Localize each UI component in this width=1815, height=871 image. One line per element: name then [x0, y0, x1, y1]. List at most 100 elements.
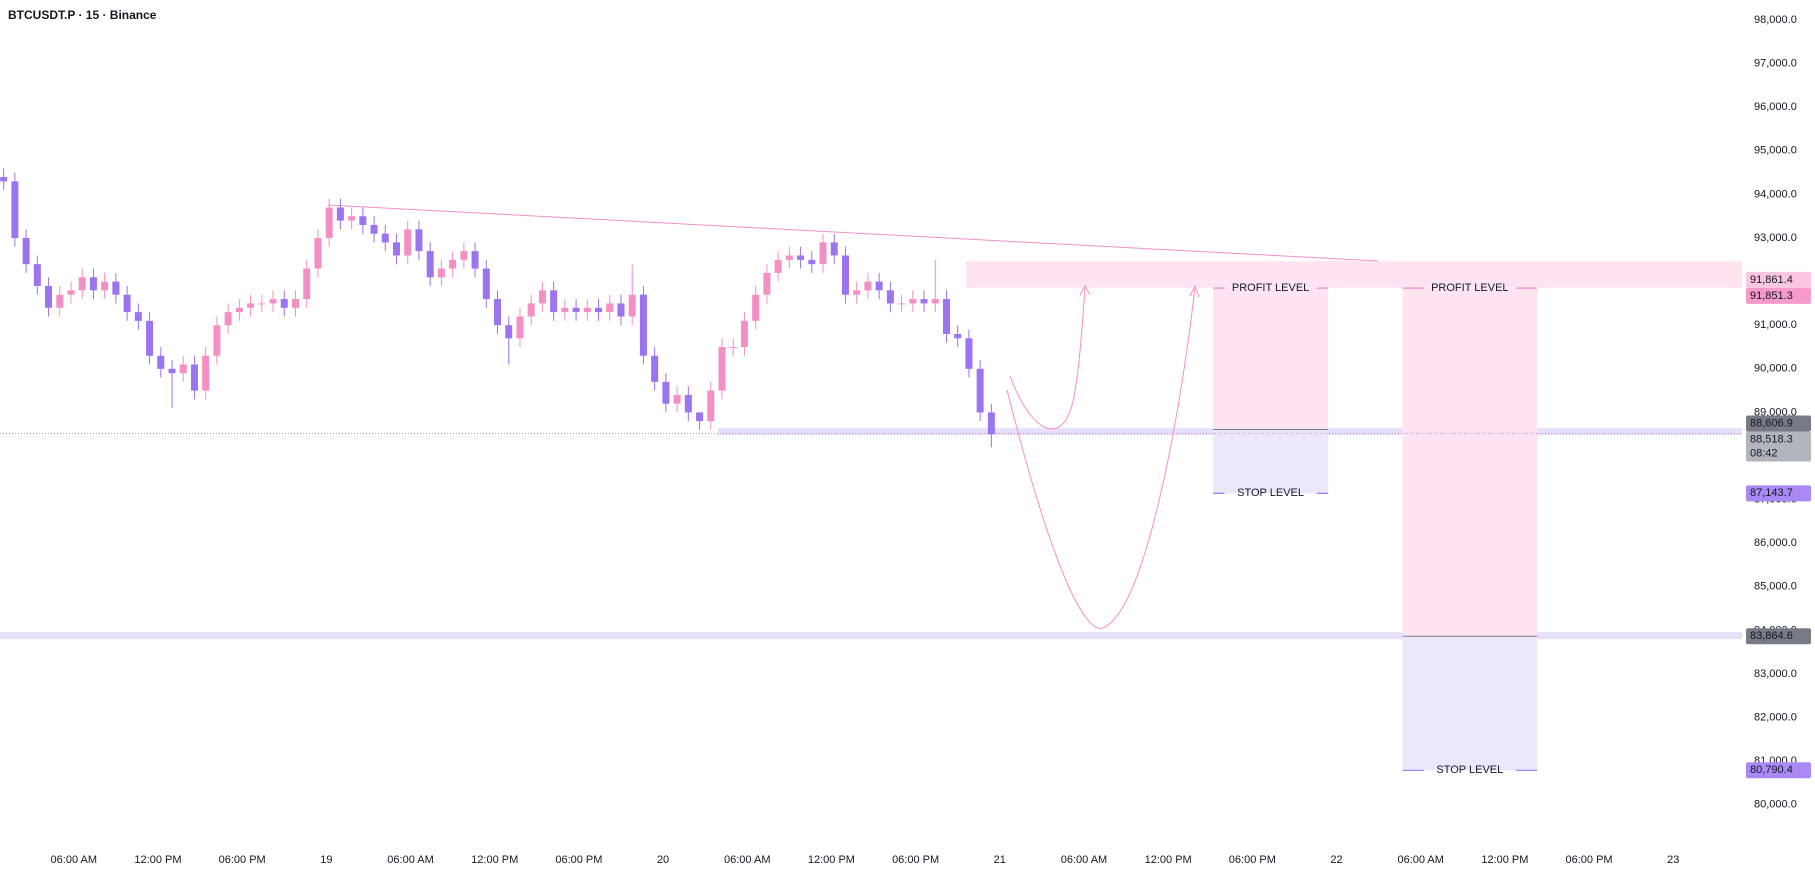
candle-body: [628, 294, 636, 317]
candle-body: [853, 290, 861, 295]
y-tick-label: 85,000.0: [1754, 581, 1797, 593]
x-tick-label: 21: [994, 854, 1006, 866]
drawings-layer: [327, 204, 1379, 629]
candle-body: [954, 333, 962, 339]
candle-body: [797, 255, 805, 260]
y-tick-label: 83,000.0: [1754, 668, 1797, 680]
candle-body: [617, 303, 625, 317]
candle-body: [550, 290, 558, 313]
x-tick-label: 06:00 PM: [1566, 854, 1613, 866]
candle-body: [280, 299, 288, 308]
price-tag: [1746, 485, 1811, 502]
profit-label: PROFIT LEVEL: [1232, 282, 1309, 294]
candle-body: [707, 390, 715, 422]
candle-body: [258, 303, 266, 305]
candle-body: [729, 347, 737, 349]
candle-body: [684, 394, 692, 413]
candle-body: [460, 251, 468, 260]
stop-label: STOP LEVEL: [1436, 764, 1503, 776]
candle-body: [415, 229, 423, 252]
candle-body: [168, 368, 176, 374]
candle-body: [482, 268, 490, 300]
candle-body: [89, 277, 97, 291]
candle-body: [561, 307, 569, 313]
candle-body: [426, 251, 434, 278]
candle-body: [841, 255, 849, 295]
candle-body: [202, 355, 210, 391]
x-tick-label: 12:00 PM: [808, 854, 855, 866]
candle-body: [78, 277, 86, 291]
candle-body: [11, 181, 19, 239]
candle-body: [965, 338, 973, 369]
candle-body: [247, 303, 255, 308]
x-tick-label: 06:00 AM: [51, 854, 97, 866]
price-tag-label: 87,143.7: [1750, 487, 1793, 499]
y-tick-label: 82,000.0: [1754, 711, 1797, 723]
candle-body: [269, 299, 277, 304]
x-tick-label: 06:00 PM: [892, 854, 939, 866]
x-tick-label: 20: [657, 854, 669, 866]
y-tick-label: 91,000.0: [1754, 319, 1797, 331]
candle-body: [224, 312, 232, 326]
profit-label: PROFIT LEVEL: [1431, 282, 1508, 294]
price-tag: [1746, 415, 1811, 432]
x-tick-label: 06:00 AM: [1397, 854, 1443, 866]
projection-curve: [1006, 287, 1196, 629]
price-tag-label: 88,518.3: [1750, 433, 1793, 445]
candle-body: [123, 294, 131, 313]
candle-body: [291, 299, 299, 308]
y-tick-label: 94,000.0: [1754, 188, 1797, 200]
candle-body: [190, 364, 198, 391]
candle-body: [381, 233, 389, 243]
candle-body: [449, 259, 457, 269]
candle-body: [909, 299, 917, 304]
profit-zone: [1213, 288, 1329, 430]
candle-body: [471, 251, 479, 269]
zone: [0, 632, 1742, 640]
candle-body: [101, 281, 109, 291]
zone: [966, 261, 1742, 288]
x-tick-label: 06:00 AM: [724, 854, 770, 866]
candle-body: [606, 303, 614, 313]
y-tick-label: 98,000.0: [1754, 14, 1797, 26]
y-tick-label: 89,000.0: [1754, 406, 1797, 418]
price-tag: [1746, 431, 1811, 462]
x-tick-label: 12:00 PM: [1481, 854, 1528, 866]
x-tick-label: 06:00 PM: [1229, 854, 1276, 866]
candle-body: [56, 294, 64, 308]
candle-body: [875, 281, 883, 291]
zones-layer: PROFIT LEVEL STOP LEVEL PROFIT LEVEL STOP L…: [0, 261, 1742, 776]
profit-zone: [1402, 288, 1538, 637]
candle-body: [325, 207, 333, 239]
candle-body: [920, 299, 928, 304]
price-tag-label: 83,864.6: [1750, 630, 1793, 642]
price-tag-label: 91,861.4: [1750, 274, 1793, 286]
y-tick-label: 80,000.0: [1754, 799, 1797, 811]
candle-body: [392, 242, 400, 256]
x-tick-label: 12:00 PM: [134, 854, 181, 866]
candle-body: [348, 216, 356, 221]
candle-body: [437, 268, 445, 278]
candle-body: [0, 176, 8, 182]
x-tick-label: 23: [1667, 854, 1679, 866]
x-tick-label: 12:00 PM: [471, 854, 518, 866]
y-tick-label: 90,000.0: [1754, 363, 1797, 375]
candle-body: [213, 325, 221, 356]
stop-zone: [1402, 636, 1538, 771]
candle-body: [785, 255, 793, 260]
x-tick-label: 12:00 PM: [1145, 854, 1192, 866]
candle-body: [808, 259, 816, 265]
candle-body: [763, 272, 771, 295]
candle-body: [583, 307, 591, 313]
candle-body: [303, 268, 311, 300]
candle-body: [651, 355, 659, 382]
stop-zone: [1213, 429, 1329, 494]
x-tick-label: 06:00 PM: [219, 854, 266, 866]
arrow-head: [1079, 284, 1091, 296]
candle-body: [662, 381, 670, 404]
candle-body: [516, 316, 524, 339]
candle-body: [314, 238, 322, 269]
candle-body: [494, 299, 502, 326]
